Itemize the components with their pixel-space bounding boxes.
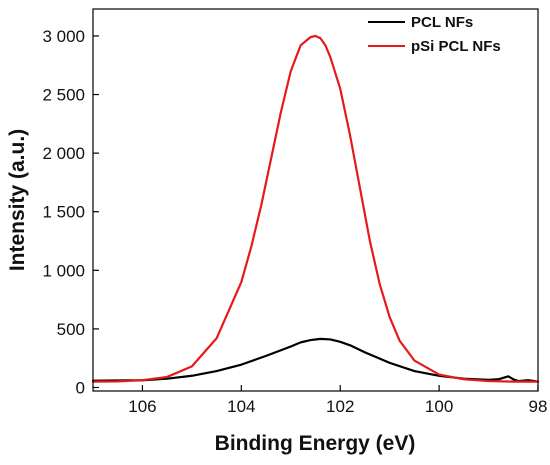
x-axis-title: Binding Energy (eV)	[215, 432, 416, 455]
x-axis: 106 104 102 100 98	[128, 385, 547, 416]
x-tick-label: 98	[529, 397, 548, 416]
y-tick-label: 1 500	[42, 203, 85, 222]
series-line-2	[91, 34, 540, 383]
series-line-1	[91, 337, 540, 383]
y-tick-label: 0	[76, 378, 85, 397]
legend-label: pSi PCL NFs	[411, 38, 501, 55]
x-tick-label: 102	[326, 397, 354, 416]
plot-area-frame	[92, 8, 539, 392]
y-axis-title: Intensity (a.u.)	[6, 129, 29, 271]
y-tick-label: 2 500	[42, 86, 85, 105]
y-axis: 0 500 1 000 1 500 2 000 2 500 3 000	[42, 27, 99, 397]
legend-label: PCL NFs	[411, 14, 473, 31]
y-tick-label: 2 000	[42, 144, 85, 163]
y-tick-label: 500	[57, 320, 85, 339]
y-tick-label: 3 000	[42, 27, 85, 46]
legend: PCL NFs pSi PCL NFs	[368, 14, 501, 55]
x-tick-label: 104	[227, 397, 255, 416]
x-tick-label: 100	[425, 397, 453, 416]
series-layer	[91, 34, 540, 383]
y-tick-label: 1 000	[42, 261, 85, 280]
x-tick-label: 106	[128, 397, 156, 416]
